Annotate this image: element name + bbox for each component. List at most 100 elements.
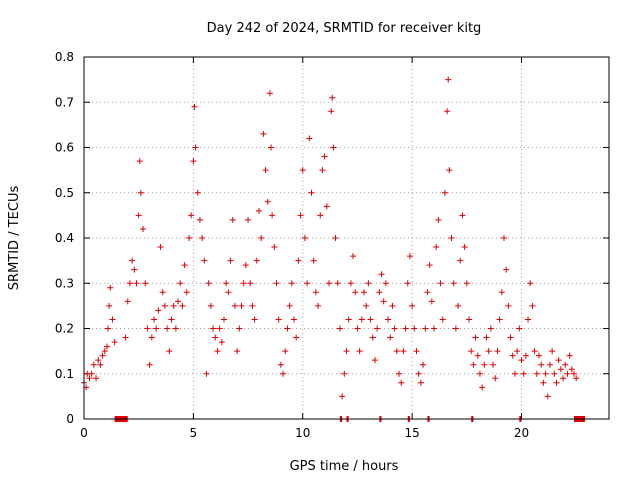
y-tick-label: 0.1	[55, 367, 74, 381]
data-point	[280, 370, 287, 377]
data-point	[533, 370, 540, 377]
data-point	[433, 244, 440, 251]
data-point	[181, 262, 188, 269]
data-point	[466, 316, 472, 323]
data-point	[459, 212, 466, 219]
data-point	[269, 212, 276, 219]
data-point	[288, 280, 295, 287]
data-point	[487, 325, 494, 332]
y-tick-label: 0	[66, 412, 74, 426]
data-point	[529, 302, 536, 309]
data-point	[90, 361, 97, 368]
data-point	[188, 212, 195, 219]
data-point	[387, 334, 394, 341]
data-point	[194, 189, 201, 196]
data-point	[229, 216, 236, 223]
data-point	[277, 361, 284, 368]
data-point	[328, 108, 335, 115]
data-point	[109, 316, 116, 323]
data-point	[137, 189, 144, 196]
data-point	[571, 370, 577, 377]
data-point	[216, 325, 223, 332]
data-point	[161, 302, 168, 309]
x-tick-label: 5	[190, 426, 198, 440]
data-point	[424, 289, 431, 296]
data-point	[492, 375, 499, 382]
data-point	[88, 370, 95, 377]
data-point	[207, 302, 214, 309]
data-point	[437, 280, 444, 287]
data-point	[391, 325, 398, 332]
data-point	[562, 361, 569, 368]
data-point	[476, 370, 483, 377]
x-tick-label: 20	[514, 426, 529, 440]
data-point	[374, 325, 381, 332]
data-point	[238, 302, 245, 309]
data-point	[422, 325, 429, 332]
data-point	[573, 375, 580, 382]
y-tick-label: 0.3	[55, 276, 74, 290]
data-point	[95, 357, 102, 364]
data-point	[192, 144, 199, 151]
data-point	[97, 361, 104, 368]
data-point	[297, 212, 304, 219]
data-point	[564, 370, 571, 377]
data-point	[268, 144, 275, 151]
data-point	[201, 257, 208, 264]
data-point	[271, 244, 278, 251]
data-point	[122, 334, 129, 341]
data-point	[411, 325, 418, 332]
y-tick-label: 0.4	[55, 231, 74, 245]
data-point	[555, 357, 562, 364]
data-point	[507, 334, 514, 341]
data-point	[242, 262, 249, 269]
data-point	[291, 316, 297, 323]
data-point	[260, 130, 267, 137]
data-point	[218, 339, 225, 346]
data-point	[540, 379, 547, 386]
data-point	[553, 379, 560, 386]
data-point	[136, 158, 143, 165]
data-point	[472, 334, 479, 341]
data-point	[175, 298, 182, 305]
data-point	[245, 216, 252, 223]
data-point	[304, 280, 311, 287]
x-axis-label: GPS time / hours	[290, 459, 399, 474]
data-point	[135, 212, 142, 219]
data-point	[490, 361, 497, 368]
data-point	[378, 271, 385, 278]
data-point	[273, 280, 280, 287]
data-point	[126, 280, 133, 287]
data-point	[455, 302, 462, 309]
data-point	[520, 370, 527, 377]
data-point	[343, 348, 350, 355]
data-point	[86, 375, 93, 382]
data-point	[371, 357, 378, 364]
data-point	[144, 325, 151, 332]
data-point	[511, 370, 518, 377]
data-point	[339, 393, 346, 400]
data-points	[81, 76, 580, 400]
data-point	[350, 253, 357, 260]
data-point	[155, 307, 162, 314]
data-point	[341, 370, 348, 377]
data-point	[170, 302, 177, 309]
data-point	[168, 316, 175, 323]
data-point	[312, 289, 319, 296]
data-point	[166, 348, 173, 355]
data-point	[179, 302, 186, 309]
data-point	[445, 76, 452, 83]
y-tick-labels: 0 0.1 0.2 0.3 0.4 0.5 0.6 0.7 0.8	[55, 50, 74, 426]
data-point	[413, 348, 420, 355]
data-point	[336, 325, 343, 332]
data-point	[148, 334, 155, 341]
data-point	[330, 144, 337, 151]
data-point	[566, 352, 573, 359]
data-point	[417, 379, 424, 386]
data-point	[225, 289, 232, 296]
data-point	[153, 325, 160, 332]
data-point	[514, 348, 521, 355]
data-point	[146, 361, 153, 368]
